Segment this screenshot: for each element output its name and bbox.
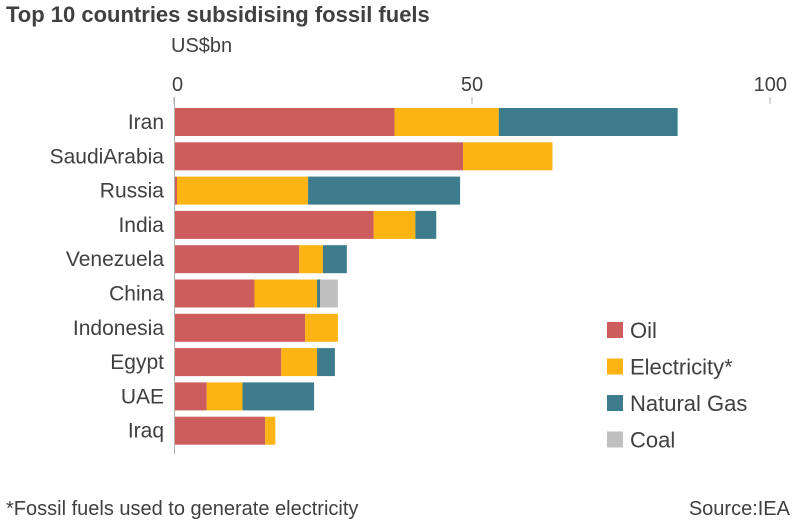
legend-swatch [607,358,623,375]
source-note: Source:IEA [688,498,790,520]
bar-segment [174,416,266,445]
x-tick-label: 50 [461,74,483,96]
bar-segment [176,176,309,205]
bar-segment [174,382,207,411]
x-axis-ticks: 0 50 100 [172,74,787,104]
x-tick-label: 0 [172,74,183,96]
chart-title: Top 10 countries subsidising fossil fuel… [6,2,430,27]
bar-segment [281,348,318,377]
category-label: Iran [128,111,164,134]
bar-segment [320,279,338,308]
legend-label: Oil [630,318,657,343]
footnote: *Fossil fuels used to generate electrici… [6,498,359,520]
bars [174,108,678,445]
bar-segment [174,176,177,205]
legend-label: Electricity* [630,355,733,380]
legend: Oil Electricity* Natural Gas Coal [607,318,747,453]
bar-segment [265,416,276,445]
bar-segment [317,279,321,308]
unit-label: US$bn [171,35,232,57]
legend-label: Coal [630,428,675,453]
category-label: Egypt [110,351,164,374]
category-label: Iraq [128,420,164,443]
category-label: SaudiArabia [50,145,165,168]
bar-segment [415,210,437,239]
bar-segment [174,313,306,342]
bar-segment [394,108,499,136]
category-label: India [118,214,164,237]
bar-segment [498,108,678,136]
bar-segment [373,210,416,239]
bar-segment [206,382,243,411]
category-label: China [109,283,164,306]
bar-segment [305,313,338,342]
category-label: Venezuela [66,248,164,271]
bar-segment [174,210,374,239]
category-label: Russia [100,180,165,203]
category-label: Indonesia [73,317,164,340]
bar-segment [174,348,282,377]
category-labels: Iran SaudiArabia Russia India Venezuela China… [50,111,165,443]
bar-segment [317,348,335,377]
legend-swatch [607,322,623,338]
bar-segment [299,245,323,274]
bar-segment [254,279,318,308]
x-tick-label: 100 [754,74,787,96]
category-label: UAE [121,385,164,408]
bar-segment [174,142,464,171]
bar-segment [308,176,461,205]
bar-segment [174,245,300,274]
bar-segment [242,382,315,411]
legend-swatch [607,431,623,448]
legend-swatch [607,395,623,411]
bar-segment [174,108,395,136]
bar-segment [463,142,553,171]
legend-label: Natural Gas [630,391,747,416]
bar-segment [174,279,255,308]
bar-segment [323,245,347,274]
